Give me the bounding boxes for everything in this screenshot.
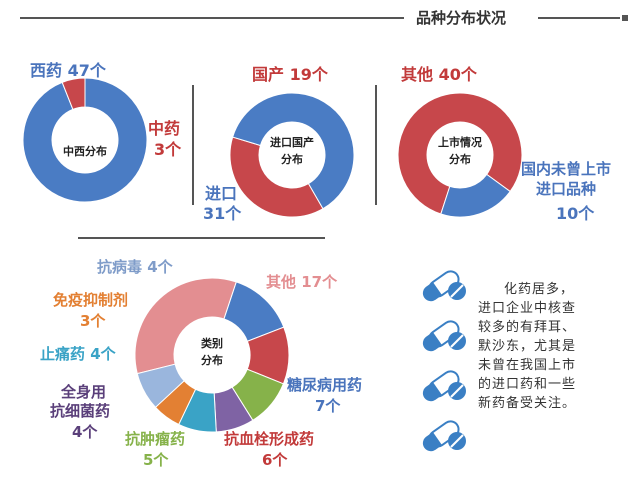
label-qita-17: 其他 17个 [266,273,338,291]
note-line: 未曾在我国上市 [478,358,577,373]
label-kangzhong-value: 5个 [143,451,169,469]
page-title: 品种分布状况 [416,9,506,27]
label-kangzhong-name: 抗肿瘤药 [125,430,185,448]
label-qita-40: 其他 40个 [401,65,478,84]
label-mianyi-name: 免疫抑制剂 [53,291,128,309]
note-line: 默沙东，尤其是 [478,339,577,354]
label-guochan: 国产 19个 [252,65,329,84]
donut-chart-jinkou-guochan [229,92,355,218]
note-line: 较多的有拜耳、 [478,320,577,335]
label-tangniao-value: 7个 [315,397,341,415]
label-weizeng-2: 进口品种 [536,180,596,198]
note-line: 化药居多， [504,282,575,297]
pill-icons [422,270,466,452]
note-text: 化药居多， 进口企业中核查 较多的有拜耳、 默沙东，尤其是 未曾在我国上市 的进… [478,280,618,413]
label-kangbingdu: 抗病毒 4个 [97,258,174,276]
tablet-icon [448,332,466,350]
tablet-icon [448,282,466,300]
label-zhongyao-value: 3个 [154,140,182,159]
donut-hole-2 [427,122,493,188]
note-line: 进口企业中核查 [478,301,577,316]
label-weizeng-1: 国内未曾上市 [521,160,611,178]
label-jinkou-value: 31个 [203,204,242,223]
tablet-icon [448,382,466,400]
center-label-leibie-2: 分布 [201,353,223,367]
center-label-shangshi-2: 分布 [449,152,471,166]
center-label-jinkou-1: 进口国产 [270,135,314,149]
center-label-jinkou-2: 分布 [281,152,303,166]
capsule-icon [422,420,460,452]
center-label-leibie-1: 类别 [201,336,223,350]
donut-hole-3 [174,317,250,393]
donut-hole-0 [52,107,118,173]
label-kangjun-value: 4个 [72,423,98,441]
donut-hole-1 [259,122,325,188]
label-xiyao: 西药 47个 [30,61,107,80]
label-jinkou-name: 进口 [205,184,237,203]
capsule-icon [422,320,460,352]
donut-chart-zhongxi [22,77,148,203]
header-rule-end [622,15,628,21]
label-tangniao-name: 糖尿病用药 [287,376,362,394]
note-line: 的进口药和一些 [478,377,577,392]
label-kangxue-value: 6个 [262,451,288,469]
tablet-icon [448,432,466,450]
label-zhitong: 止痛药 4个 [40,345,117,363]
label-kangjun-2: 抗细菌药 [50,402,110,420]
label-zhongyao-name: 中药 [148,119,180,138]
label-mianyi-value: 3个 [80,312,106,330]
label-kangxue-name: 抗血栓形成药 [224,430,314,448]
donut-chart-shangshi [397,92,523,218]
center-label-zhongxi: 中西分布 [63,144,107,158]
note-line: 新药备受关注。 [478,396,577,411]
donut-chart-leibie [134,277,290,433]
label-kangjun-1: 全身用 [60,383,106,401]
center-label-shangshi-1: 上市情况 [438,135,482,149]
label-weizeng-value: 10个 [556,204,595,223]
